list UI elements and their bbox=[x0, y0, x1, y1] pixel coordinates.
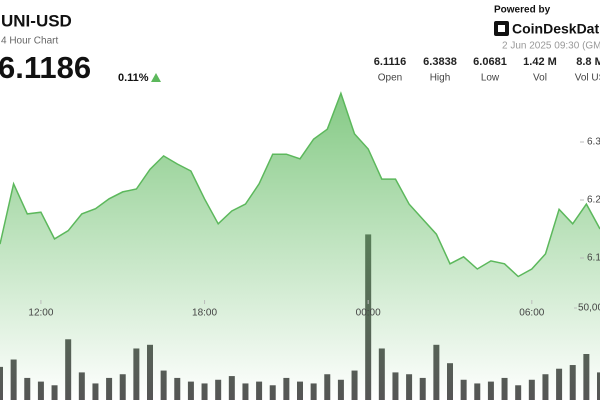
x-tick-label: 06:00 bbox=[519, 308, 544, 319]
stat-value: 6.1116 bbox=[374, 56, 406, 68]
plot: 6.1 6.2 6.3 50,00 12:00 18:00 00:00 06:00 bbox=[0, 91, 600, 400]
up-arrow bbox=[151, 73, 161, 82]
y-tick-label: 6.1 bbox=[587, 253, 600, 264]
stat-label: Vol US bbox=[575, 73, 600, 84]
brand: CoinDeskDat bbox=[512, 21, 599, 37]
stats: 6.1116 Open 6.3838 High 6.0681 Low 1.42 M Vol 8.… bbox=[374, 56, 600, 84]
subtitle: 4 Hour Chart bbox=[1, 36, 58, 47]
y2-tick-label: 50,00 bbox=[578, 303, 600, 314]
x-tick-label: 00:00 bbox=[356, 308, 381, 319]
powered-by: Powered by bbox=[494, 5, 551, 16]
y-tick-label: 6.3 bbox=[587, 137, 600, 148]
price: 6.1186 bbox=[0, 50, 91, 85]
stat-label: Open bbox=[378, 73, 402, 84]
change: 0.11% bbox=[118, 72, 149, 84]
x-tick-label: 18:00 bbox=[192, 308, 217, 319]
price-line bbox=[0, 91, 600, 278]
stat-value: 6.3838 bbox=[423, 56, 457, 68]
stat-label: Vol bbox=[533, 73, 547, 84]
stat-value: 1.42 M bbox=[523, 56, 557, 68]
stat-value: 8.8 M bbox=[576, 56, 600, 68]
x-tick-label: 12:00 bbox=[28, 308, 53, 319]
logo-inner bbox=[498, 25, 505, 32]
stat-label: High bbox=[430, 73, 451, 84]
stat-value: 6.0681 bbox=[473, 56, 507, 68]
date: 2 Jun 2025 09:30 (GMT bbox=[502, 41, 600, 52]
y-tick-label: 6.2 bbox=[587, 195, 600, 206]
symbol: UNI-USD bbox=[1, 11, 72, 30]
stat-label: Low bbox=[481, 73, 500, 84]
price-area bbox=[0, 93, 600, 400]
